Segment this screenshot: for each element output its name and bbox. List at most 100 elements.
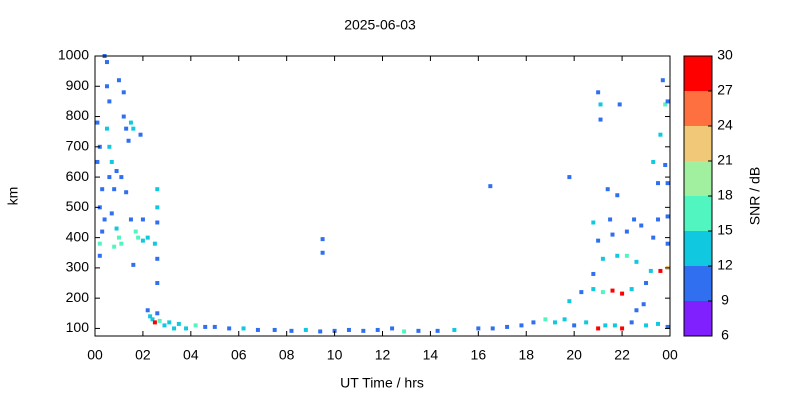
echo-point [176,321,181,326]
colorbar-tick-label: 21 [717,152,733,168]
echo-point [402,329,407,334]
echo-point [128,217,133,222]
echo-point [665,324,670,329]
echo-point [648,268,653,273]
echo-point [598,117,603,122]
echo-point [605,187,610,192]
echo-point [543,317,548,322]
echo-point [346,327,351,332]
echo-point [634,259,639,264]
y-axis-label: km [5,187,21,206]
x-tick-label: 08 [279,347,295,363]
echo-point [553,320,557,325]
echo-point [644,281,649,286]
echo-point [148,314,153,319]
echo-point [591,271,596,276]
chart-title: 2025-06-03 [344,17,416,33]
y-tick-label: 400 [66,228,90,244]
echo-point [617,102,622,107]
y-tick-label: 900 [66,77,90,93]
echo-point [629,287,634,292]
echo-point [610,232,615,237]
echo-point [562,317,567,322]
colorbar-tick-label: 6 [721,327,729,343]
echo-point [155,220,160,225]
echo-point [104,60,109,65]
echo-point [567,299,572,304]
x-tick-label: 16 [471,347,487,363]
echo-point [665,214,670,219]
echo-point [665,181,670,186]
echo-point [656,321,661,326]
colorbar-tick-label: 24 [717,117,733,133]
echo-point [121,90,126,95]
y-tick-label: 300 [66,259,90,275]
echo-point [95,159,100,164]
x-tick-label: 02 [135,347,151,363]
x-tick-label: 20 [566,347,582,363]
y-tick-label: 100 [66,319,90,335]
colorbar-tick-label: 12 [717,257,733,273]
echo-point [272,327,277,332]
echo-point [665,241,670,246]
y-tick-label: 500 [66,198,90,214]
echo-point [184,326,189,331]
y-tick-label: 700 [66,138,90,154]
echo-point [361,328,366,333]
x-tick-label: 14 [423,347,439,363]
echo-point [172,326,177,331]
y-tick-label: 1000 [58,47,89,63]
echo-point [155,187,160,192]
echo-point [109,211,114,216]
echo-point [624,229,629,234]
echo-point [289,328,294,333]
echo-point [579,290,584,295]
echo-point [490,326,495,331]
echo-point [656,217,661,222]
echo-point [600,290,605,295]
y-tick-label: 200 [66,289,90,305]
echo-point [620,291,625,296]
echo-point [663,102,668,107]
echo-point [131,262,136,267]
x-tick-label: 22 [614,347,630,363]
x-tick-label: 00 [662,347,678,363]
echo-point [598,102,603,107]
echo-point [320,237,325,242]
x-tick-label: 06 [231,347,247,363]
colorbar-tick-label: 27 [717,82,733,98]
echo-point [660,78,665,83]
echo-point [624,253,629,258]
echo-point [124,126,129,131]
echo-point [416,328,421,333]
colorbar-band [684,56,712,91]
echo-point [651,235,656,240]
echo-point [155,281,160,286]
echo-point [121,114,126,119]
echo-point [193,323,198,328]
echo-point [620,326,625,331]
colorbar-band [684,126,712,161]
echo-point [608,217,613,222]
echo-point [128,120,133,125]
x-tick-label: 04 [183,347,199,363]
echo-point [157,318,162,323]
plot-frame [94,55,671,337]
echo-point [632,217,637,222]
colorbar-band [684,161,712,196]
colorbar-band [684,266,712,301]
echo-point [488,184,493,189]
y-tick-label: 600 [66,168,90,184]
echo-point [212,324,217,329]
colorbar-band [684,91,712,126]
echo-point [126,138,131,143]
echo-point [375,327,380,332]
echo-point [100,187,105,192]
x-tick-label: 00 [87,347,103,363]
echo-point [155,311,160,316]
echo-point [596,326,601,331]
echo-point [600,256,605,261]
echo-point [203,324,208,329]
echo-point [615,193,620,198]
x-tick-label: 10 [327,347,343,363]
